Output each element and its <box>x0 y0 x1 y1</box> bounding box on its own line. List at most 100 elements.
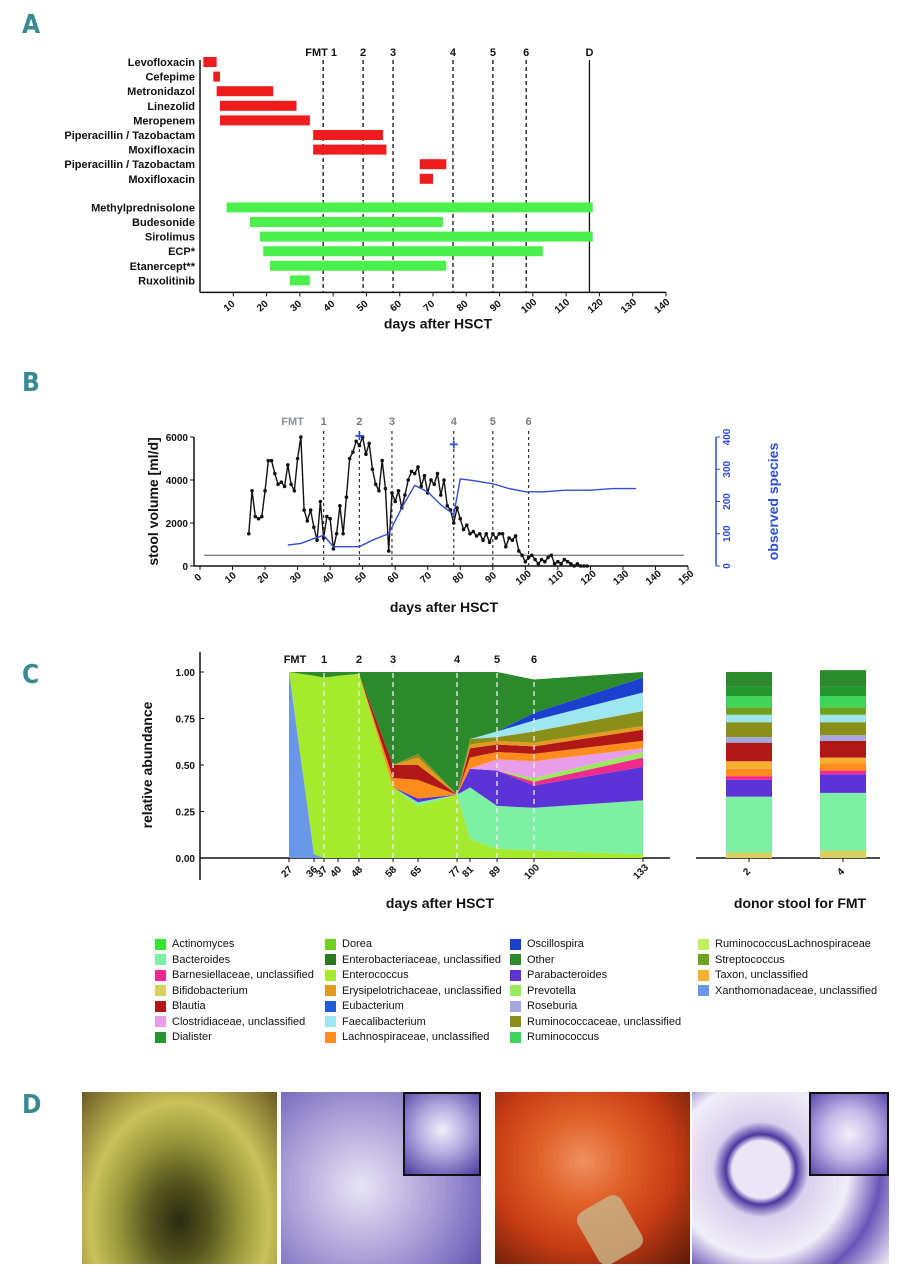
donor-bar-segment <box>726 714 772 723</box>
stool-volume-point <box>481 538 485 542</box>
area-bacteroides <box>289 672 643 855</box>
histology-inset-1 <box>403 1092 481 1176</box>
stool-volume-point <box>494 536 498 540</box>
x-tick-label: 30 <box>288 298 304 314</box>
treatment-bar <box>269 260 447 271</box>
stool-volume-point <box>279 480 284 484</box>
donor-bar-segment <box>820 763 866 771</box>
legend-item: Oscillospira <box>510 938 584 950</box>
stool-volume-point <box>419 484 424 489</box>
legend-label: Barnesiellaceae, unclassified <box>172 969 314 981</box>
stool-volume-point <box>380 458 384 463</box>
legend-swatch <box>698 954 709 965</box>
stool-volume-point <box>396 488 401 493</box>
y2-tick-label: 0 <box>722 563 733 569</box>
stool-volume-point <box>295 456 300 461</box>
treatment-bar <box>219 115 310 126</box>
x-tick-label: 90 <box>483 570 499 586</box>
x-tick-label: 65 <box>408 864 424 880</box>
x-tick-label: 60 <box>388 298 404 314</box>
stool-volume-point <box>338 504 342 508</box>
legend-label: Dialister <box>172 1031 212 1043</box>
stool-volume-point <box>357 443 362 448</box>
legend-swatch <box>698 985 709 996</box>
x-tick-label: 130 <box>619 297 639 316</box>
x-tick-label: 120 <box>586 297 606 316</box>
donor-bar-segment <box>726 761 772 769</box>
legend-swatch <box>155 969 166 981</box>
legend-label: Ruminococcaceae, unclassified <box>527 1015 682 1028</box>
donor-bar-segment <box>820 696 866 708</box>
x-tick-label: 58 <box>383 864 399 880</box>
stool-volume-point <box>422 473 427 478</box>
observed-species-line <box>287 478 636 548</box>
legend-item: Streptococcus <box>698 954 785 966</box>
legend-item: Other <box>510 954 555 966</box>
legend-label: Other <box>527 953 555 966</box>
y2-tick-label: 400 <box>722 428 733 445</box>
treatment-bar <box>219 100 297 111</box>
x-tick-label: 70 <box>422 298 438 314</box>
legend-label: Blautia <box>172 1000 206 1012</box>
x-axis-title: days after HSCT <box>390 599 499 615</box>
stool-volume-point <box>575 562 580 566</box>
drug-label: Linezolid <box>147 101 195 113</box>
stool-volume-point <box>517 549 521 553</box>
x-tick-label: 130 <box>611 568 631 587</box>
stool-volume-point <box>331 547 336 551</box>
legend-swatch <box>155 1031 166 1043</box>
donor-bar-segment <box>820 757 866 764</box>
treatment-bar <box>313 144 387 155</box>
x-tick-label: 70 <box>418 570 434 586</box>
drug-label: Ruxolitinib <box>138 275 195 287</box>
legend-item: Ruminococcaceae, unclassified <box>510 1016 681 1028</box>
drug-label: Metronidazol <box>127 86 195 98</box>
treatment-bar <box>259 231 593 242</box>
legend-label: Dorea <box>342 938 372 950</box>
legend-item: Eubacterium <box>325 1000 404 1012</box>
stool-volume-point <box>256 516 261 521</box>
stool-volume-point <box>536 562 541 566</box>
stool-volume-point <box>273 471 277 476</box>
legend-swatch <box>698 938 709 950</box>
drug-label: Levofloxacin <box>128 57 196 69</box>
legend-item: Erysipelotrichaceae, unclassified <box>325 985 502 997</box>
legend-swatch <box>155 985 166 996</box>
legend-label: Roseburia <box>527 1000 578 1012</box>
donor-bar-segment <box>820 792 866 851</box>
x-tick-label: 110 <box>547 568 567 587</box>
x-tick-label: 50 <box>353 570 369 586</box>
stool-volume-point <box>282 484 287 489</box>
x-tick-label: 80 <box>455 298 471 314</box>
donor-bar-segment <box>820 740 866 758</box>
event-label: 4 <box>451 416 458 428</box>
area-clostridiaceae-unclassified <box>289 672 643 799</box>
stool-volume-point <box>435 471 440 476</box>
panel-b-letter: B <box>22 368 40 398</box>
donor-bar-segment <box>726 686 772 697</box>
event-label: 2 <box>356 416 362 428</box>
panel-c-letter: C <box>22 660 40 690</box>
legend-swatch <box>155 954 166 965</box>
stool-volume-point <box>438 493 443 497</box>
stool-volume-point <box>325 514 329 519</box>
forceps-shape <box>573 1191 647 1264</box>
event-label: 5 <box>490 47 496 59</box>
donor-bar-segment <box>726 672 772 687</box>
event-label: 6 <box>526 416 532 428</box>
drug-label: Methylprednisolone <box>91 202 195 214</box>
treatment-bar <box>289 275 310 286</box>
stool-volume-point <box>263 488 267 493</box>
stool-volume-point <box>409 469 414 474</box>
treatment-bar <box>419 159 447 170</box>
y-tick-label: 6000 <box>166 433 189 444</box>
endoscopy-image-2 <box>495 1092 690 1264</box>
legend-swatch <box>510 938 521 950</box>
histology-image-2 <box>692 1092 889 1264</box>
x-tick-label: 30 <box>288 570 304 586</box>
stool-volume-point <box>370 467 375 472</box>
stool-volume-point <box>286 463 290 467</box>
y-tick-label: 0 <box>182 562 188 573</box>
y-tick-label: 1.00 <box>176 668 196 679</box>
stool-volume-point <box>354 439 358 444</box>
